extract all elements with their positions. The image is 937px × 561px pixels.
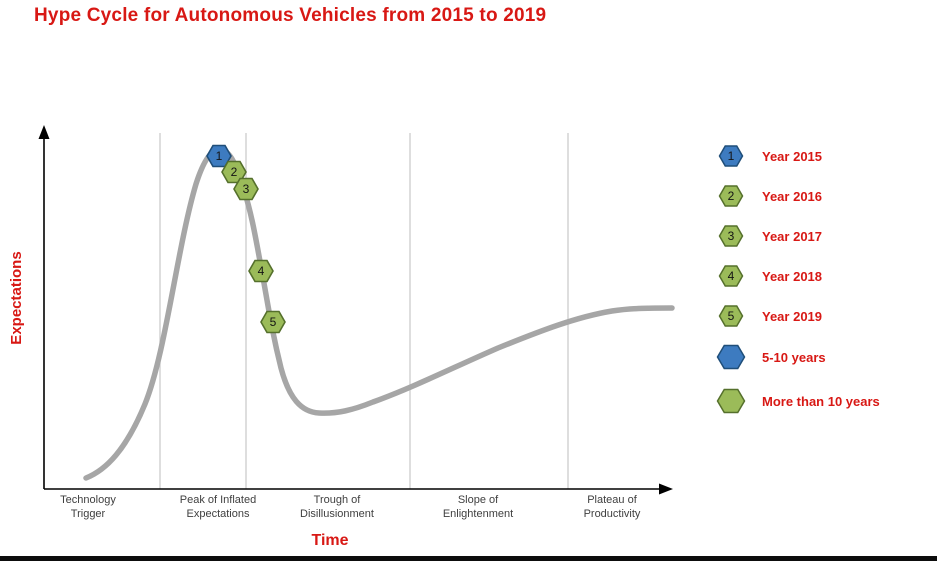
- x-axis-arrow-icon: [659, 483, 673, 495]
- legend-item-year-2019-label: Year 2019: [762, 308, 823, 324]
- y-axis-arrow-icon: [38, 125, 50, 139]
- legend-item-more-than-10-years: More than 10 years: [716, 388, 931, 414]
- marker-label-2: 2: [231, 165, 238, 179]
- hype-curve: [83, 146, 675, 481]
- legend-hexagon-icon: 5: [718, 305, 744, 327]
- phase-label-plateau: Plateau of Productivity: [583, 494, 641, 521]
- legend-hexagon-icon: 4: [718, 265, 744, 287]
- chart-title: Hype Cycle for Autonomous Vehicles from …: [34, 5, 547, 26]
- marker-label-5: 5: [270, 315, 277, 329]
- legend-item-year-2017: 3 Year 2017: [716, 224, 931, 248]
- marker-hexagon-2: [221, 160, 247, 184]
- marker-label-4: 4: [258, 264, 265, 278]
- marker-hexagon-1: [206, 144, 232, 168]
- phase-label-slope: Slope of Enlightenment: [442, 494, 514, 521]
- phase-label-peak: Peak of Inflated Expectations: [179, 494, 257, 521]
- year-markers: 123 4 5: [206, 144, 286, 334]
- phase-label-technology-trigger: Technology Trigger: [60, 494, 116, 521]
- window-bottom-edge: [0, 556, 937, 561]
- legend-item-year-2016: 2 Year 2016: [716, 184, 931, 208]
- phase-label-trough: Trough of Disillusionment: [300, 494, 374, 521]
- legend-item-year-2017-label: Year 2017: [762, 228, 823, 244]
- legend-item-5-10-years-label: 5-10 years: [762, 349, 826, 365]
- legend-item-more-than-10-years-label: More than 10 years: [762, 393, 880, 409]
- chart-plot-area: 123 4 5: [38, 125, 675, 495]
- legend-item-5-10-years: 5-10 years: [716, 344, 931, 370]
- legend-hexagon-icon: 3: [718, 225, 744, 247]
- legend-hexagon-icon: 1: [718, 145, 744, 167]
- marker-label-1: 1: [216, 149, 223, 163]
- legend: 1 Year 2015 2 Year 2016 3 Year 2017 4 Year 2018…: [716, 144, 931, 432]
- marker-hexagon-4: [248, 259, 274, 283]
- legend-item-year-2016-label: Year 2016: [762, 188, 823, 204]
- legend-hexagon-icon: [716, 388, 746, 414]
- marker-hexagon-5: [260, 310, 286, 334]
- marker-label-3: 3: [243, 182, 250, 196]
- legend-timeframes-group: 5-10 years More than 10 years: [716, 344, 931, 414]
- legend-years-group: 1 Year 2015 2 Year 2016 3 Year 2017 4 Year 2018…: [716, 144, 931, 328]
- svg-text:2: 2: [728, 189, 735, 203]
- svg-text:3: 3: [728, 229, 735, 243]
- legend-hexagon-icon: [716, 344, 746, 370]
- svg-text:4: 4: [728, 269, 735, 283]
- marker-hexagon-3: [233, 177, 259, 201]
- legend-item-year-2015: 1 Year 2015: [716, 144, 931, 168]
- legend-hexagon-icon: 2: [718, 185, 744, 207]
- legend-item-year-2015-label: Year 2015: [762, 148, 823, 164]
- legend-item-year-2019: 5 Year 2019: [716, 304, 931, 328]
- legend-item-year-2018: 4 Year 2018: [716, 264, 931, 288]
- legend-item-year-2018-label: Year 2018: [762, 268, 823, 284]
- svg-text:5: 5: [728, 309, 735, 323]
- x-axis-label: Time: [311, 532, 349, 549]
- svg-text:1: 1: [728, 149, 735, 163]
